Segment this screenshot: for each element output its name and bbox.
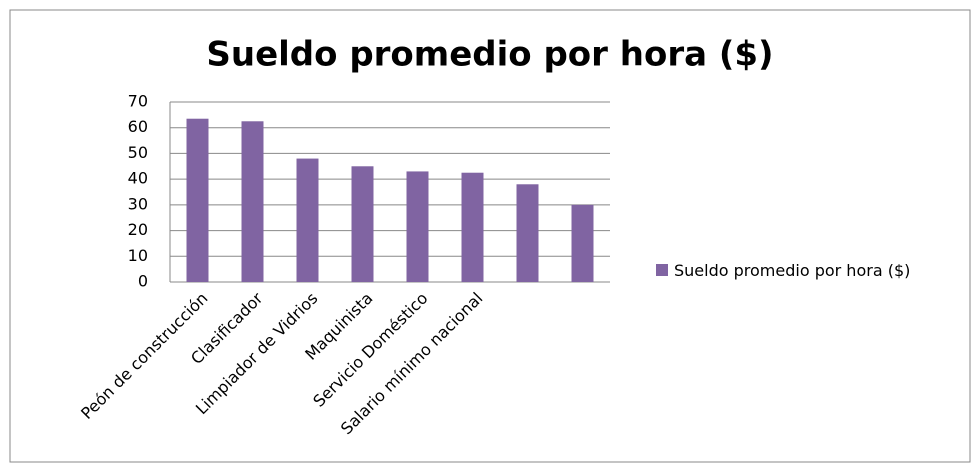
- y-tick-label: 70: [128, 92, 148, 111]
- bar: [516, 184, 539, 282]
- legend-label: Sueldo promedio por hora ($): [674, 261, 911, 280]
- y-tick-label: 30: [128, 194, 148, 213]
- y-tick-label: 60: [128, 117, 148, 136]
- y-tick-label: 50: [128, 143, 148, 162]
- chart-title: Sueldo promedio por hora ($): [206, 35, 773, 75]
- y-tick-label: 20: [128, 220, 148, 239]
- y-tick-label: 10: [128, 246, 148, 265]
- bar: [351, 166, 374, 282]
- legend-swatch: [656, 264, 668, 276]
- legend: Sueldo promedio por hora ($): [656, 260, 976, 282]
- bar: [241, 121, 264, 283]
- y-tick-label: 0: [138, 272, 148, 291]
- bar: [461, 172, 484, 282]
- y-tick-label: 40: [128, 169, 148, 188]
- bar: [186, 118, 209, 282]
- chart-border: [9, 9, 971, 463]
- bar: [296, 158, 319, 282]
- bar: [406, 171, 429, 282]
- bar: [571, 204, 594, 282]
